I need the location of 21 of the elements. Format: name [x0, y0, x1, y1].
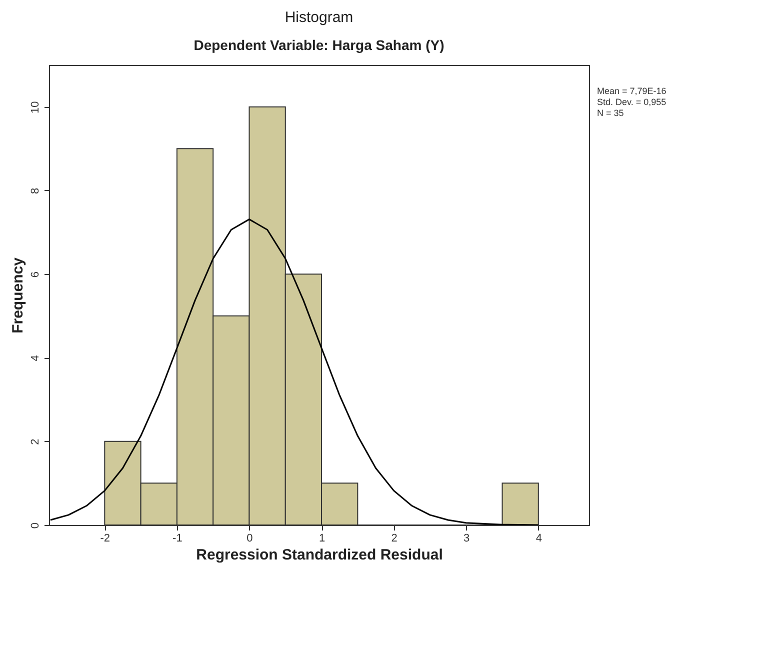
y-tick-label: 8: [30, 188, 42, 194]
x-tick-label: 3: [464, 532, 470, 544]
chart-subtitle: Dependent Variable: Harga Saham (Y): [194, 37, 444, 53]
x-tick-label: -1: [172, 532, 182, 544]
x-tick-label: -2: [100, 532, 110, 544]
y-tick-label: 0: [30, 522, 42, 529]
y-tick-label: 4: [30, 355, 42, 362]
text: Mean = 7,79E-16: [597, 86, 666, 96]
x-tick-label: 2: [391, 532, 398, 544]
y-tick-label: 2: [30, 438, 42, 445]
x-tick-label: 4: [536, 532, 542, 544]
y-axis-title: Frequency: [10, 256, 26, 334]
text: Std. Dev. = 0,955: [597, 97, 666, 107]
x-axis-title: Regression Standardized Residual: [196, 546, 443, 564]
x-tick-label: 0: [246, 532, 253, 544]
text: N = 35: [597, 108, 624, 118]
y-tick-label: 6: [30, 272, 42, 278]
y-tick-label: 10: [30, 101, 42, 114]
line-series: [50, 218, 540, 525]
chart-title: Histogram: [284, 9, 354, 26]
x-tick-label: 1: [318, 532, 326, 544]
